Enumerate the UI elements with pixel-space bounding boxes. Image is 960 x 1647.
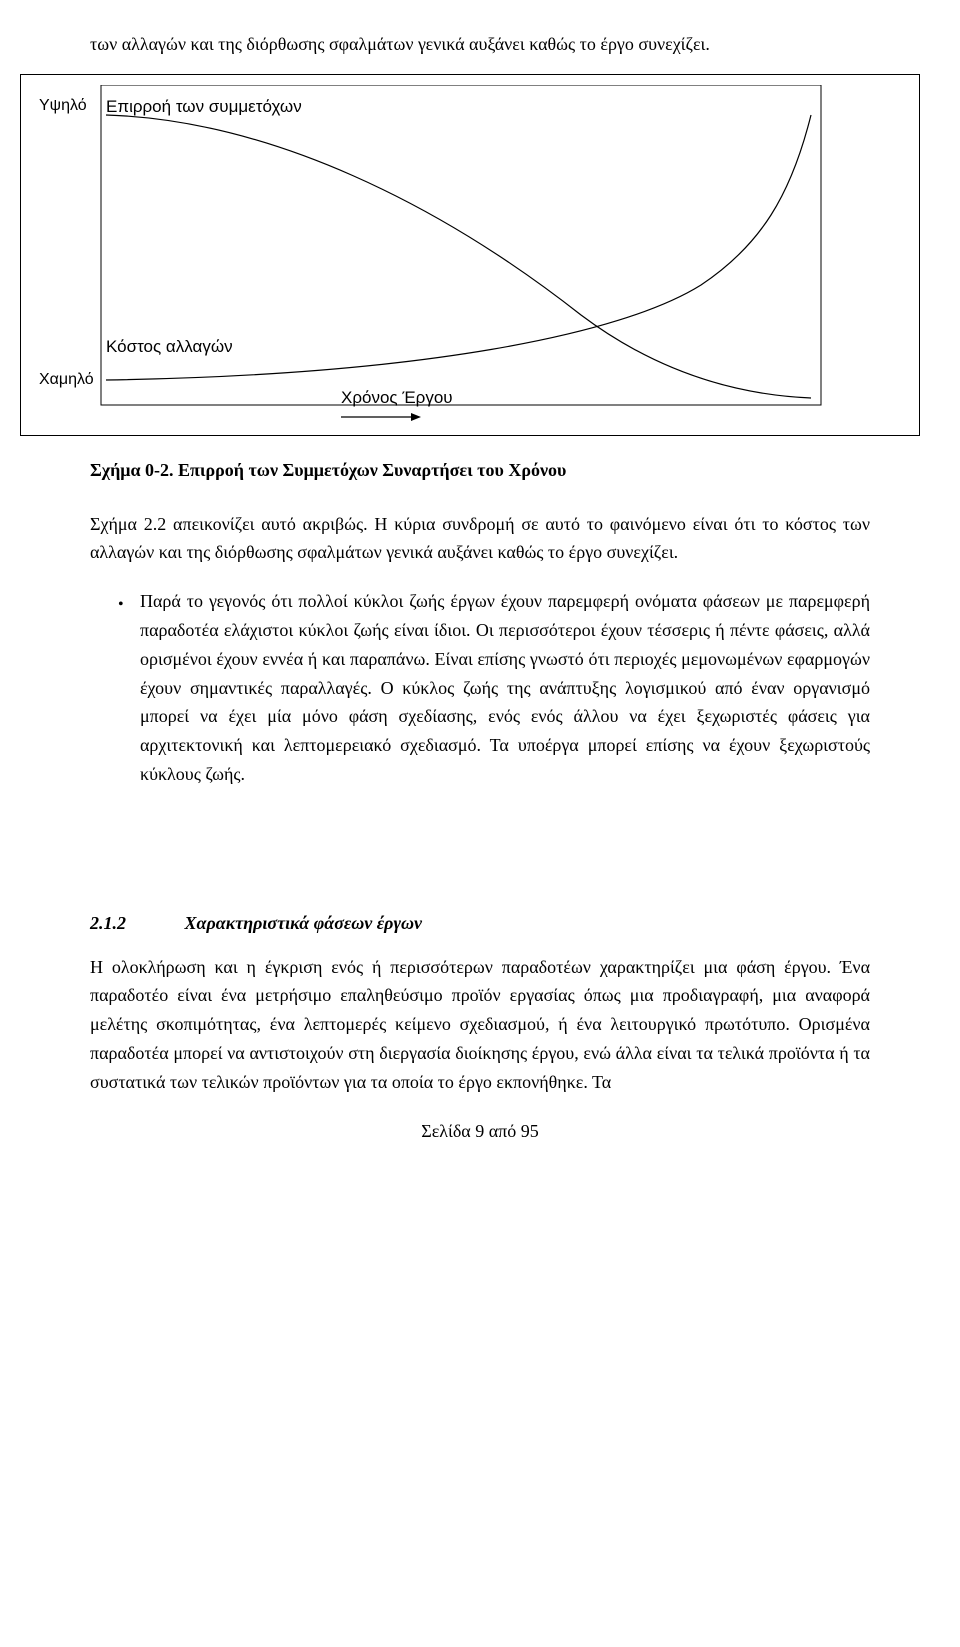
section-title: Χαρακτηριστικά φάσεων έργων — [185, 913, 422, 933]
bullet-icon: • — [118, 592, 124, 618]
figure-caption: Σχήμα 0-2. Επιρροή των Συμμετόχων Συναρτ… — [90, 456, 870, 485]
curve1-label: Επιρροή των συμμετόχων — [106, 93, 302, 120]
curve2-label: Κόστος αλλαγών — [106, 333, 233, 360]
body-paragraph: Η ολοκλήρωση και η έγκριση ενός ή περισσ… — [90, 953, 870, 1097]
section-heading: 2.1.2 Χαρακτηριστικά φάσεων έργων — [90, 909, 870, 938]
page-footer: Σελίδα 9 από 95 — [90, 1117, 870, 1146]
chart-svg — [21, 85, 921, 425]
x-axis-label: Χρόνος Έργου — [341, 384, 453, 423]
post-caption-paragraph: Σχήμα 2.2 απεικονίζει αυτό ακριβώς. Η κύ… — [90, 510, 870, 568]
y-axis-high-label: Υψηλό — [39, 93, 87, 119]
bullet-text: Παρά το γεγονός ότι πολλοί κύκλοι ζωής έ… — [140, 591, 870, 784]
bullet-paragraph: • Παρά το γεγονός ότι πολλοί κύκλοι ζωής… — [90, 587, 870, 789]
y-axis-low-label: Χαμηλό — [39, 367, 94, 393]
intro-paragraph: των αλλαγών και της διόρθωσης σφαλμάτων … — [90, 30, 870, 59]
x-axis-arrow-icon — [341, 411, 421, 423]
section-number: 2.1.2 — [90, 909, 180, 938]
influence-cost-chart: Υψηλό Χαμηλό Επιρροή των συμμετόχων Κόστ… — [20, 74, 920, 436]
